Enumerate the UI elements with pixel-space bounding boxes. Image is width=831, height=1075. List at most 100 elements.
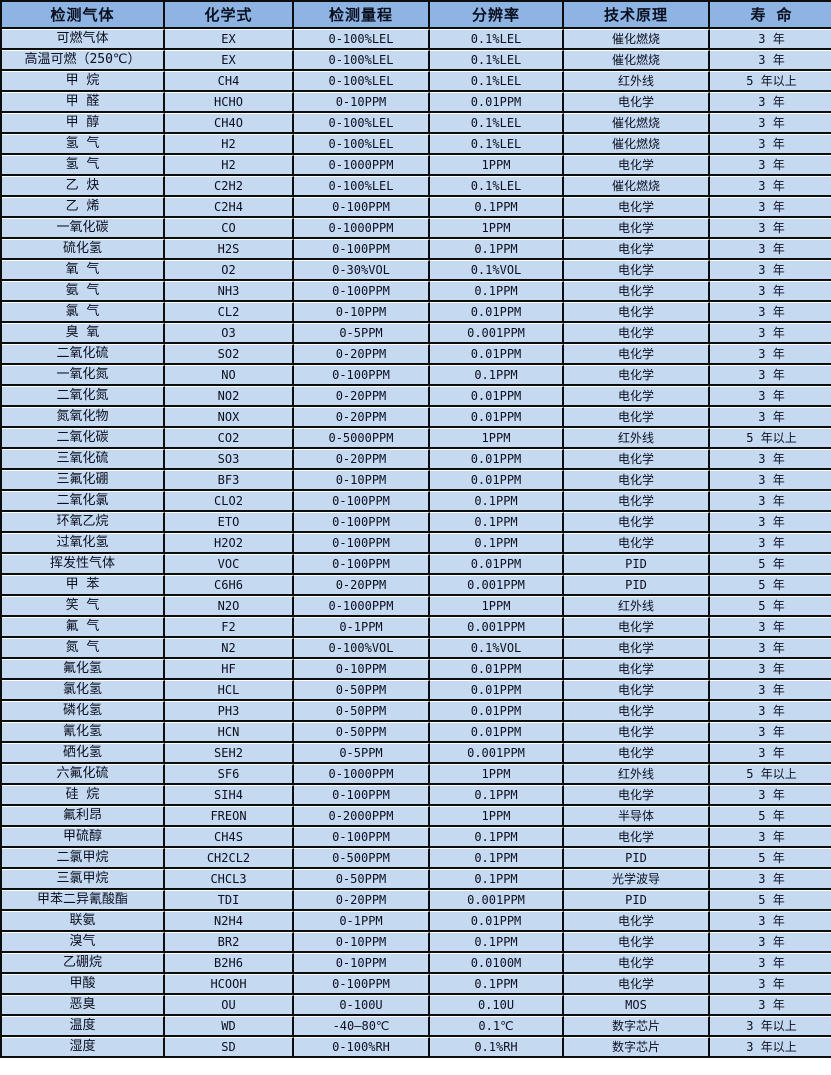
gas-name-cell: 湿度: [2, 1037, 165, 1056]
lifespan-cell: 3 年: [710, 743, 831, 764]
resolution-cell: 1PPM: [430, 596, 564, 617]
lifespan-cell: 3 年: [710, 134, 831, 155]
gas-name-cell: 乙硼烷: [2, 953, 165, 974]
technical-principle-cell: 电化学: [564, 617, 710, 638]
technical-principle-cell: 电化学: [564, 722, 710, 743]
detection-range-cell: 0-100PPM: [294, 785, 430, 806]
chemical-formula-cell: HCHO: [165, 92, 294, 113]
table-row: 一氧化氮 NO 0-100PPM 0.1PPM 电化学 3 年: [2, 365, 831, 386]
resolution-cell: 0.1PPM: [430, 533, 564, 554]
table-row: 可燃气体 EX 0-100%LEL 0.1%LEL 催化燃烧 3 年: [2, 29, 831, 50]
table-body: 可燃气体 EX 0-100%LEL 0.1%LEL 催化燃烧 3 年高温可燃（250℃） E…: [2, 29, 831, 1056]
lifespan-cell: 3 年: [710, 911, 831, 932]
detection-range-cell: 0-1000PPM: [294, 155, 430, 176]
table-row: 磷化氢 PH3 0-50PPM 0.01PPM 电化学 3 年: [2, 701, 831, 722]
gas-name-cell: 三氯甲烷: [2, 869, 165, 890]
lifespan-cell: 3 年: [710, 344, 831, 365]
lifespan-cell: 3 年: [710, 785, 831, 806]
detection-range-cell: 0-10PPM: [294, 953, 430, 974]
detection-range-cell: 0-50PPM: [294, 701, 430, 722]
gas-name-cell: 甲 苯: [2, 575, 165, 596]
detection-range-cell: 0-1PPM: [294, 617, 430, 638]
detection-range-cell: 0-20PPM: [294, 575, 430, 596]
chemical-formula-cell: HF: [165, 659, 294, 680]
technical-principle-cell: 电化学: [564, 512, 710, 533]
chemical-formula-cell: SD: [165, 1037, 294, 1056]
technical-principle-cell: 数字芯片: [564, 1037, 710, 1056]
detection-range-cell: 0-1PPM: [294, 911, 430, 932]
resolution-cell: 0.1PPM: [430, 869, 564, 890]
chemical-formula-cell: C2H2: [165, 176, 294, 197]
detection-range-cell: 0-100%LEL: [294, 113, 430, 134]
technical-principle-cell: 电化学: [564, 827, 710, 848]
technical-principle-cell: 红外线: [564, 596, 710, 617]
gas-name-cell: 硅 烷: [2, 785, 165, 806]
detection-range-cell: 0-100PPM: [294, 827, 430, 848]
chemical-formula-cell: CH4: [165, 71, 294, 92]
resolution-cell: 0.001PPM: [430, 743, 564, 764]
table-row: 溴气 BR2 0-10PPM 0.1PPM 电化学 3 年: [2, 932, 831, 953]
resolution-cell: 0.1%LEL: [430, 134, 564, 155]
technical-principle-cell: 红外线: [564, 764, 710, 785]
chemical-formula-cell: N2: [165, 638, 294, 659]
lifespan-cell: 3 年: [710, 92, 831, 113]
lifespan-cell: 3 年: [710, 281, 831, 302]
table-row: 三氟化硼 BF3 0-10PPM 0.01PPM 电化学 3 年: [2, 470, 831, 491]
gas-name-cell: 乙 炔: [2, 176, 165, 197]
table-row: 环氧乙烷 ETO 0-100PPM 0.1PPM 电化学 3 年: [2, 512, 831, 533]
chemical-formula-cell: CL2: [165, 302, 294, 323]
technical-principle-cell: 光学波导: [564, 869, 710, 890]
detection-range-cell: 0-10PPM: [294, 302, 430, 323]
lifespan-cell: 3 年以上: [710, 1016, 831, 1037]
detection-range-cell: 0-10PPM: [294, 659, 430, 680]
resolution-cell: 0.01PPM: [430, 470, 564, 491]
resolution-cell: 0.1%LEL: [430, 113, 564, 134]
lifespan-cell: 3 年: [710, 953, 831, 974]
table-row: 甲 醇 CH4O 0-100%LEL 0.1%LEL 催化燃烧 3 年: [2, 113, 831, 134]
technical-principle-cell: 电化学: [564, 155, 710, 176]
technical-principle-cell: 电化学: [564, 323, 710, 344]
chemical-formula-cell: SO2: [165, 344, 294, 365]
lifespan-cell: 3 年: [710, 869, 831, 890]
table-row: 高温可燃（250℃） EX 0-100%LEL 0.1%LEL 催化燃烧 3 年: [2, 50, 831, 71]
lifespan-cell: 3 年: [710, 680, 831, 701]
table-row: 三氯甲烷 CHCL3 0-50PPM 0.1PPM 光学波导 3 年: [2, 869, 831, 890]
column-header-technical-principle: 技术原理: [564, 2, 710, 29]
gas-name-cell: 六氟化硫: [2, 764, 165, 785]
chemical-formula-cell: CO2: [165, 428, 294, 449]
resolution-cell: 0.001PPM: [430, 323, 564, 344]
detection-range-cell: 0-100%VOL: [294, 638, 430, 659]
table-row: 二氧化碳 CO2 0-5000PPM 1PPM 红外线 5 年以上: [2, 428, 831, 449]
lifespan-cell: 3 年: [710, 113, 831, 134]
table-row: 氮 气 N2 0-100%VOL 0.1%VOL 电化学 3 年: [2, 638, 831, 659]
table-row: 氯化氢 HCL 0-50PPM 0.01PPM 电化学 3 年: [2, 680, 831, 701]
lifespan-cell: 3 年: [710, 260, 831, 281]
gas-name-cell: 氧 气: [2, 260, 165, 281]
lifespan-cell: 3 年: [710, 659, 831, 680]
resolution-cell: 0.1PPM: [430, 491, 564, 512]
table-row: 甲 醛 HCHO 0-10PPM 0.01PPM 电化学 3 年: [2, 92, 831, 113]
lifespan-cell: 3 年: [710, 197, 831, 218]
resolution-cell: 0.1PPM: [430, 197, 564, 218]
detection-range-cell: 0-100%LEL: [294, 71, 430, 92]
lifespan-cell: 5 年: [710, 890, 831, 911]
table-row: 氰化氢 HCN 0-50PPM 0.01PPM 电化学 3 年: [2, 722, 831, 743]
table-row: 硅 烷 SIH4 0-100PPM 0.1PPM 电化学 3 年: [2, 785, 831, 806]
chemical-formula-cell: NO2: [165, 386, 294, 407]
detection-range-cell: 0-20PPM: [294, 890, 430, 911]
lifespan-cell: 5 年: [710, 806, 831, 827]
table-row: 甲酸 HCOOH 0-100PPM 0.1PPM 电化学 3 年: [2, 974, 831, 995]
table-row: 氟利昂 FREON 0-2000PPM 1PPM 半导体 5 年: [2, 806, 831, 827]
lifespan-cell: 3 年: [710, 617, 831, 638]
gas-name-cell: 三氧化硫: [2, 449, 165, 470]
gas-name-cell: 二氯甲烷: [2, 848, 165, 869]
resolution-cell: 0.1PPM: [430, 365, 564, 386]
technical-principle-cell: 电化学: [564, 302, 710, 323]
technical-principle-cell: 电化学: [564, 911, 710, 932]
gas-name-cell: 一氧化碳: [2, 218, 165, 239]
gas-name-cell: 硒化氢: [2, 743, 165, 764]
resolution-cell: 0.1℃: [430, 1016, 564, 1037]
column-header-gas-name: 检测气体: [2, 2, 165, 29]
technical-principle-cell: PID: [564, 575, 710, 596]
detection-range-cell: 0-50PPM: [294, 680, 430, 701]
